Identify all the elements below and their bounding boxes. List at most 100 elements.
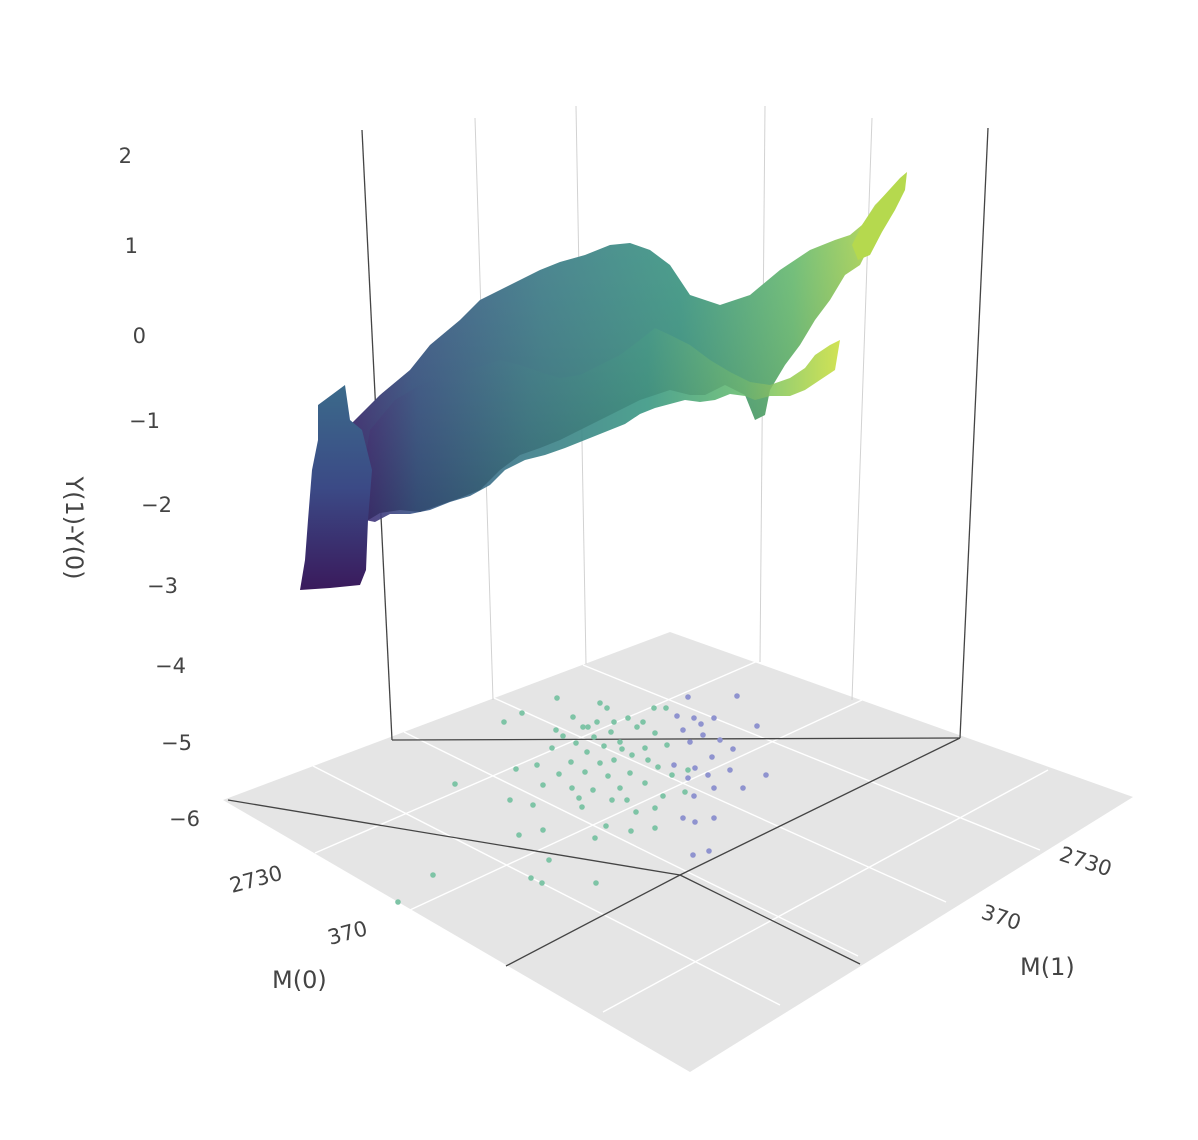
scatter-point (501, 719, 507, 725)
scatter-point (593, 880, 599, 886)
scatter-point (590, 787, 596, 793)
scatter-point (642, 780, 648, 786)
scatter-point (652, 825, 658, 831)
z-tick-label: −3 (147, 574, 178, 598)
z-axis-title: Y(1)-Y(0) (60, 475, 88, 579)
y-tick-label: 2730 (1056, 842, 1114, 881)
scatter-point (516, 832, 522, 838)
scatter-point (609, 797, 615, 803)
scatter-point (652, 730, 658, 736)
scatter-point (682, 789, 688, 795)
scatter-point (692, 765, 698, 771)
scatter-point (591, 734, 597, 740)
scatter-point (700, 732, 706, 738)
scatter-point (685, 767, 691, 773)
scatter-point (573, 740, 579, 746)
z-axis-ticks: 2 1 0 −1 −2 −3 −4 −5 −6 (119, 144, 200, 831)
scatter-point (690, 852, 696, 858)
scatter-point (546, 857, 552, 863)
scatter-point (711, 785, 717, 791)
scatter-point (580, 724, 586, 730)
scatter-point (740, 785, 746, 791)
floor-plane (223, 632, 1133, 1072)
scatter-point (652, 805, 658, 811)
scatter-point (452, 781, 458, 787)
scatter-point (568, 759, 574, 765)
scatter-point (669, 772, 675, 778)
scatter-point (592, 835, 598, 841)
scatter-point (507, 797, 513, 803)
scatter-point (663, 705, 669, 711)
scatter-point (554, 695, 560, 701)
scatter-point (730, 746, 736, 752)
scatter-point (687, 739, 693, 745)
scatter-point (655, 764, 661, 770)
scatter-point (594, 719, 600, 725)
scatter-point (584, 749, 590, 755)
scatter-point (570, 714, 576, 720)
scatter-point (625, 715, 631, 721)
z-tick-label: −4 (155, 654, 186, 678)
scatter-point (706, 848, 712, 854)
scatter-point (640, 719, 646, 725)
scatter-point (664, 742, 670, 748)
scatter-point (601, 743, 607, 749)
z-tick-label: −1 (129, 409, 160, 433)
y-axis-title: M(1) (1020, 953, 1075, 981)
scatter-point (645, 757, 651, 763)
scatter-point (674, 713, 680, 719)
scatter-point (671, 762, 677, 768)
scatter-point (576, 795, 582, 801)
scatter-point (634, 724, 640, 730)
surface-right-tip (852, 172, 907, 260)
surface (300, 172, 907, 590)
x-tick-label: 2730 (227, 861, 285, 898)
x-axis-title: M(0) (272, 966, 327, 994)
scatter-point (711, 815, 717, 821)
scatter-point (540, 782, 546, 788)
surface-shading (345, 175, 905, 522)
scatter-point (685, 775, 691, 781)
scatter-point (395, 899, 401, 905)
scatter-point (513, 766, 519, 772)
floor-axes (227, 737, 961, 967)
z-tick-label: −2 (141, 493, 172, 517)
scatter-point (528, 875, 534, 881)
scatter-point (611, 757, 617, 763)
scatter-point (709, 754, 715, 760)
scatter-point (611, 719, 617, 725)
scatter-point (629, 752, 635, 758)
scatter-point (705, 772, 711, 778)
scatter-point (579, 804, 585, 810)
scatter-point (534, 762, 540, 768)
scatter-point (717, 737, 723, 743)
scatter-point (698, 721, 704, 727)
scatter-point (619, 746, 625, 752)
scatter-point (680, 727, 686, 733)
scatter-point (633, 809, 639, 815)
scatter-point (711, 715, 717, 721)
z-tick-label: 0 (133, 324, 146, 348)
floor-grid (312, 659, 1049, 1013)
scatter-point (754, 723, 760, 729)
z-tick-label: −6 (169, 807, 200, 831)
scatter-point (597, 760, 603, 766)
scatter-point (585, 724, 591, 730)
z-tick-label: −5 (161, 731, 192, 755)
scatter-point (617, 739, 623, 745)
scatter-point (617, 785, 623, 791)
scatter-point (549, 745, 555, 751)
z-tick-label: 1 (125, 234, 138, 258)
scatter-point (691, 715, 697, 721)
scatter-point (627, 770, 633, 776)
x-tick-label: 370 (325, 916, 370, 950)
scatter-point (680, 815, 686, 821)
scatter-point (660, 793, 666, 799)
scatter-point (685, 694, 691, 700)
scatter-point (569, 785, 575, 791)
scatter-point (597, 700, 603, 706)
scatter-point (560, 733, 566, 739)
z-tick-label: 2 (119, 144, 132, 168)
scatter-point (624, 797, 630, 803)
